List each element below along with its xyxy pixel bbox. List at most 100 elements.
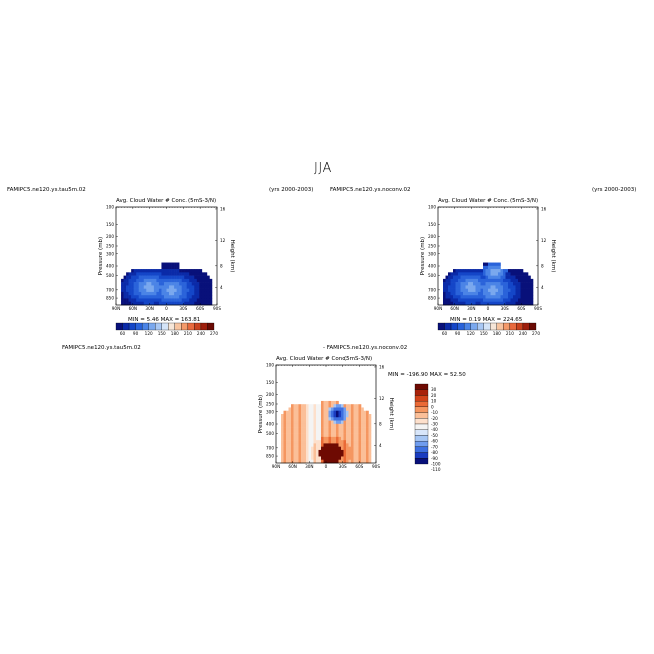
panel3-colorbar-swatch bbox=[414, 400, 429, 408]
panel2-cell bbox=[473, 301, 476, 306]
panel1-cell bbox=[196, 285, 200, 289]
panel1-cell bbox=[176, 272, 180, 276]
panel1-cell bbox=[196, 282, 200, 286]
panel2-cell bbox=[500, 298, 504, 303]
panel1-cell bbox=[189, 291, 193, 296]
panel1-cell bbox=[156, 275, 160, 280]
panel3-cell bbox=[361, 449, 364, 454]
panel1-cell bbox=[156, 291, 160, 296]
panel2-colorbar-swatch bbox=[444, 322, 452, 331]
panel3-cell bbox=[296, 407, 299, 412]
panel2-cell bbox=[525, 295, 529, 299]
panel3-cell bbox=[306, 407, 309, 412]
panel1-cell bbox=[201, 275, 205, 280]
panel3-cell bbox=[288, 423, 292, 428]
panel1-cell bbox=[194, 278, 198, 283]
panel3-cell bbox=[338, 427, 342, 431]
panel3-cell bbox=[328, 400, 332, 405]
panel1-cell bbox=[179, 285, 182, 289]
panel3-cell bbox=[311, 430, 314, 434]
panel1-cell bbox=[174, 288, 177, 293]
panel3-cell bbox=[358, 423, 362, 428]
panel1-cell bbox=[199, 288, 203, 293]
panel1-cell bbox=[128, 285, 132, 289]
panel1-cell bbox=[204, 301, 208, 306]
panel3-cell bbox=[311, 443, 314, 447]
panel1-cell bbox=[121, 291, 124, 296]
panel3-colorbar-label: -30 bbox=[431, 422, 438, 427]
panel3-cell bbox=[348, 407, 352, 412]
panel2-cell bbox=[523, 275, 526, 280]
panel2-cell bbox=[483, 272, 486, 276]
panel3-cell bbox=[288, 417, 292, 421]
panel2-cell bbox=[475, 301, 479, 306]
panel3-cell bbox=[348, 456, 352, 461]
panel1-cell bbox=[171, 288, 175, 293]
panel2-cell bbox=[470, 282, 474, 286]
panel3-cell bbox=[346, 423, 349, 428]
panel2-cell bbox=[520, 288, 524, 293]
panel3-cell bbox=[328, 436, 332, 441]
panel3-cell bbox=[356, 404, 359, 408]
panel3-colorbar-label: -80 bbox=[431, 450, 438, 455]
panel3-cell bbox=[333, 440, 337, 444]
panel2-cell bbox=[453, 291, 456, 296]
panel3-cell bbox=[296, 404, 299, 408]
panel3-cell bbox=[326, 449, 329, 454]
panel1-cell bbox=[138, 288, 142, 293]
panel1-cell bbox=[189, 285, 193, 289]
panel1-cell bbox=[138, 272, 142, 276]
panel1-cell bbox=[184, 282, 187, 286]
panel3-colorbar-label: 30 bbox=[431, 387, 437, 392]
panel2-cell bbox=[498, 285, 501, 289]
panel1-cell bbox=[174, 275, 177, 280]
panel3-cell bbox=[346, 417, 349, 421]
panel3-cell bbox=[308, 456, 312, 461]
panel1-cell bbox=[196, 278, 200, 283]
panel2-cell bbox=[455, 301, 459, 306]
panel1-cell bbox=[166, 298, 170, 303]
panel2-cell bbox=[528, 278, 531, 283]
panel2-cell bbox=[475, 288, 479, 293]
panel2-cell bbox=[503, 269, 506, 273]
panel2-minmax: MIN = 0.19 MAX = 224.65 bbox=[450, 317, 523, 323]
panel3-cell bbox=[336, 407, 339, 412]
panel3-cell bbox=[341, 417, 344, 421]
panel3-cell bbox=[303, 440, 307, 444]
panel1-cell bbox=[179, 275, 182, 280]
panel3-cell bbox=[318, 407, 322, 412]
panel3-cell bbox=[346, 456, 349, 461]
panel2-cell bbox=[450, 278, 454, 283]
panel1-cell bbox=[171, 269, 175, 273]
panel1-cell bbox=[166, 291, 170, 296]
panel3-cell bbox=[296, 459, 299, 464]
panel2-cell bbox=[465, 278, 469, 283]
panel3-cell bbox=[351, 414, 354, 418]
panel2-cell bbox=[453, 282, 456, 286]
panel1-cell bbox=[166, 269, 170, 273]
panel1-cell bbox=[176, 298, 180, 303]
panel1-cell bbox=[123, 285, 127, 289]
panel2-cell bbox=[488, 282, 491, 286]
panel3-cell bbox=[283, 417, 287, 421]
panel2-colorbar-swatch bbox=[516, 322, 524, 331]
panel3-cell bbox=[293, 427, 297, 431]
panel2-cell bbox=[488, 295, 491, 299]
panel3-cell bbox=[301, 456, 304, 461]
panel2-cell bbox=[443, 282, 446, 286]
panel1-cell bbox=[153, 282, 157, 286]
panel3-cell bbox=[308, 459, 312, 464]
panel3-cell bbox=[331, 459, 334, 464]
panel3-cell bbox=[343, 414, 347, 418]
panel3-cell bbox=[288, 456, 292, 461]
panel2-cell bbox=[518, 285, 521, 289]
panel1-cell bbox=[161, 285, 165, 289]
panel1-cell bbox=[209, 291, 213, 296]
panel1-cell bbox=[121, 295, 124, 299]
panel3-cell bbox=[348, 410, 352, 415]
panel3-cell bbox=[348, 423, 352, 428]
panel3-cell bbox=[336, 414, 339, 418]
panel2-cell bbox=[510, 301, 514, 306]
panel3-cell bbox=[316, 459, 319, 464]
panel3-cell bbox=[336, 400, 339, 405]
